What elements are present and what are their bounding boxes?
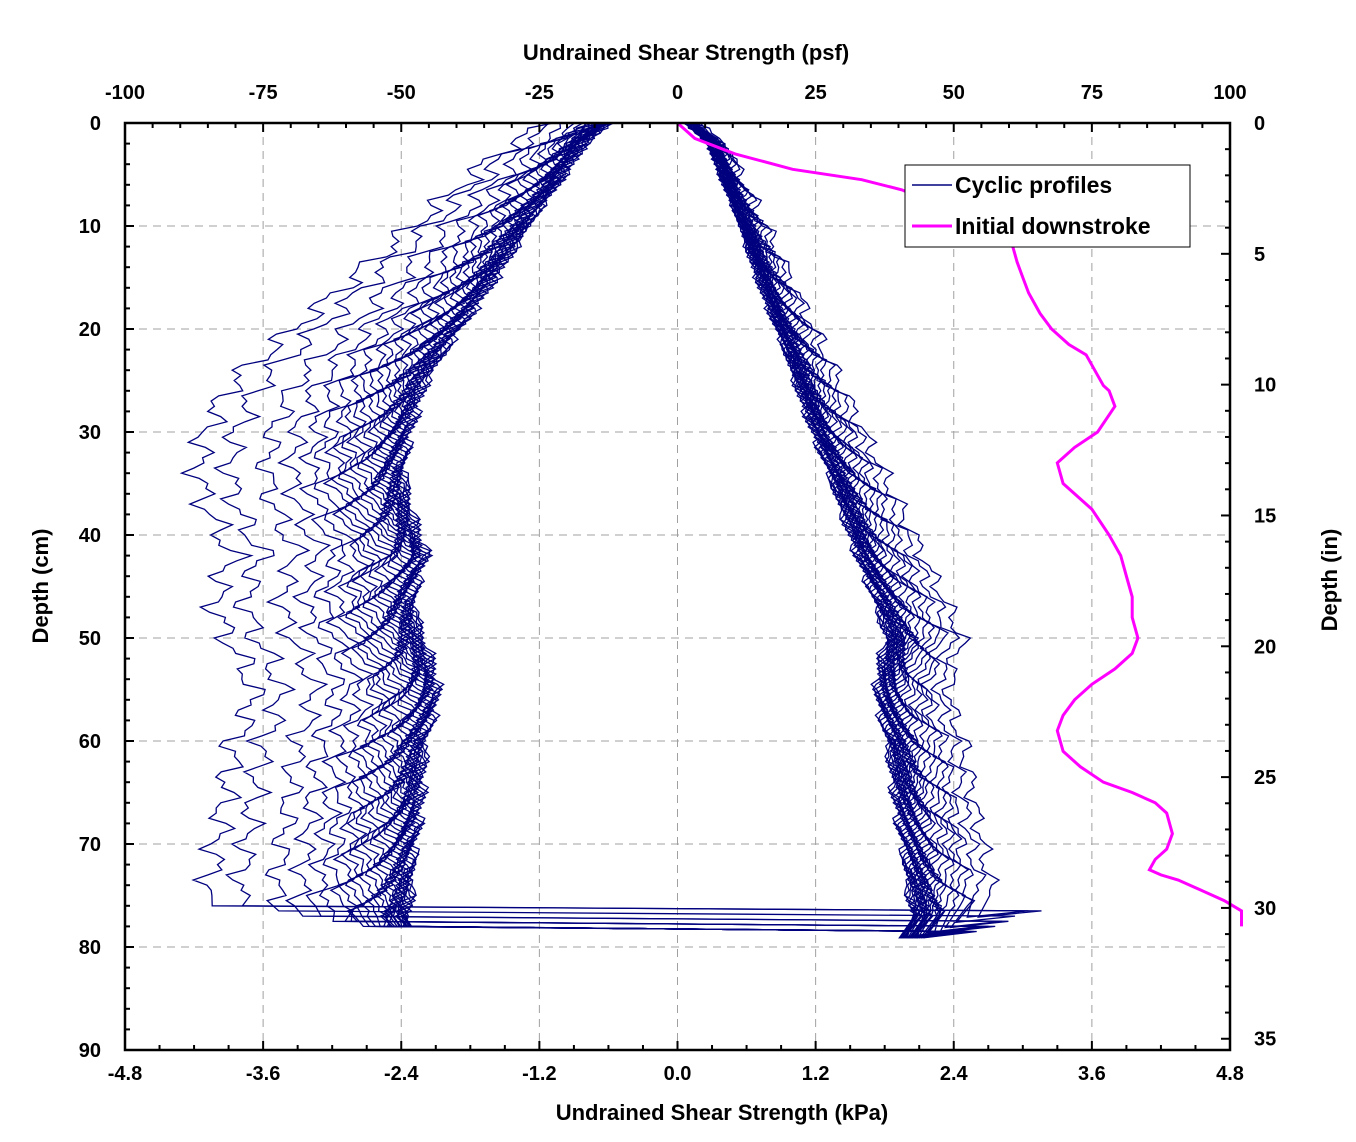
x-bottom-tick-label: -2.4 [384, 1063, 419, 1085]
cyclic-profile-line [313, 122, 996, 934]
x-top-tick-label: 0 [672, 82, 683, 104]
x-axis-title-top: Undrained Shear Strength (psf) [523, 40, 849, 65]
cyclic-profile-line [348, 122, 975, 939]
legend: Cyclic profiles Initial downstroke [904, 164, 1191, 248]
y-left-tick-label: 20 [79, 319, 101, 341]
x-top-tick-label: 25 [805, 82, 827, 104]
cyclic-profile-line [383, 122, 957, 939]
axis-ticks [124, 122, 1231, 1051]
y-right-tick-label: 0 [1254, 113, 1265, 135]
cyclic-profile-line [179, 122, 1042, 918]
x-top-tick-label: -75 [249, 82, 278, 104]
tick-labels: -4.8 -3.6 -2.4 -1.2 0.0 1.2 2.4 3.6 4.8 -100 -75 -5… [79, 82, 1277, 1085]
legend-label-cyclic: Cyclic profiles [955, 172, 1112, 198]
y-left-tick-label: 0 [90, 113, 101, 135]
x-top-tick-label: -25 [525, 82, 554, 104]
y-right-tick-label: 15 [1254, 505, 1276, 527]
y-left-tick-label: 30 [79, 422, 101, 444]
y-left-tick-label: 90 [79, 1040, 101, 1062]
x-bottom-tick-label: -3.6 [246, 1063, 280, 1085]
y-right-tick-label: 20 [1254, 636, 1276, 658]
y-right-tick-label: 30 [1254, 898, 1276, 920]
x-axis-title-bottom: Undrained Shear Strength (kPa) [556, 1100, 889, 1125]
cyclic-profile-line [359, 122, 969, 939]
y-left-tick-label: 80 [79, 937, 101, 959]
x-bottom-tick-label: -1.2 [522, 1063, 556, 1085]
cyclic-profile-line [384, 122, 959, 939]
y-left-tick-label: 10 [79, 216, 101, 238]
x-top-tick-label: -100 [105, 82, 145, 104]
y-left-tick-label: 40 [79, 525, 101, 547]
x-top-tick-label: -50 [387, 82, 416, 104]
cyclic-profile-line [391, 122, 948, 939]
x-top-tick-label: 100 [1213, 82, 1246, 104]
cyclic-profile-line [396, 122, 947, 939]
x-bottom-tick-label: 2.4 [940, 1063, 969, 1085]
x-top-tick-label: 75 [1081, 82, 1103, 104]
y-right-tick-label: 25 [1254, 767, 1276, 789]
y-axis-title-left: Depth (cm) [28, 529, 53, 644]
y-left-tick-label: 60 [79, 731, 101, 753]
x-bottom-tick-label: 0.0 [664, 1063, 692, 1085]
x-bottom-tick-label: 1.2 [802, 1063, 830, 1085]
y-right-tick-label: 35 [1254, 1029, 1276, 1051]
legend-box [904, 164, 1191, 248]
y-axis-title-right: Depth (in) [1317, 529, 1342, 632]
y-right-tick-label: 10 [1254, 375, 1276, 397]
cyclic-profile-line [297, 122, 1002, 929]
cyclic-profile-line [357, 122, 972, 939]
cyclic-profile-line [390, 122, 949, 939]
x-bottom-tick-label: 4.8 [1216, 1063, 1244, 1085]
x-top-tick-label: 50 [943, 82, 965, 104]
cyclic-profile-line [322, 122, 989, 934]
cyclic-profile-line [277, 122, 1009, 929]
y-right-tick-label: 5 [1254, 244, 1265, 266]
y-left-tick-label: 50 [79, 628, 101, 650]
x-bottom-tick-label: -4.8 [108, 1063, 142, 1085]
x-bottom-tick-label: 3.6 [1078, 1063, 1106, 1085]
legend-label-initial: Initial downstroke [955, 213, 1151, 239]
y-left-tick-label: 70 [79, 834, 101, 856]
data-series [179, 121, 1243, 939]
